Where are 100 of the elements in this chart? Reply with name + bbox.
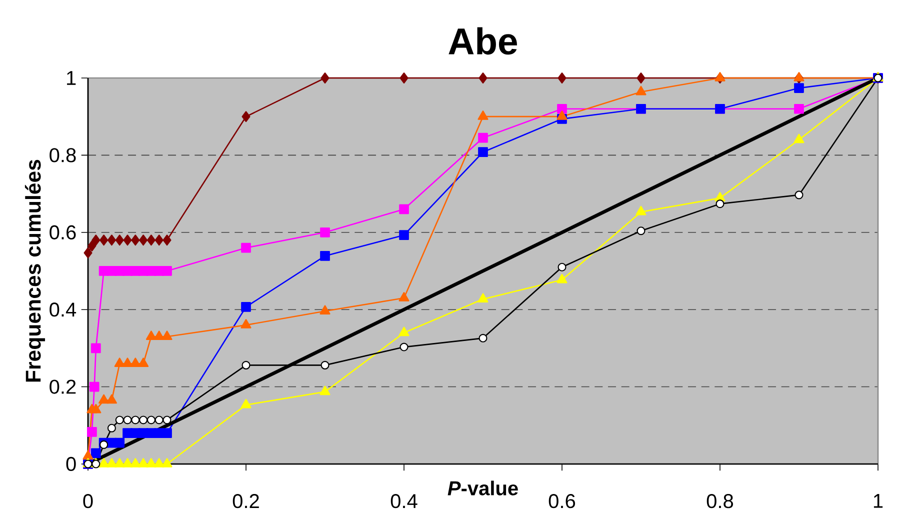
point	[478, 147, 488, 158]
point	[107, 424, 116, 432]
point	[478, 334, 488, 342]
point	[114, 458, 125, 468]
point	[636, 86, 646, 96]
point	[138, 358, 149, 367]
y-tick-label: 0.4	[50, 302, 76, 317]
point	[154, 330, 164, 340]
x-axis-title: P-value	[448, 480, 518, 496]
point	[130, 458, 141, 468]
point	[400, 72, 408, 84]
point	[556, 110, 568, 120]
x-tick-label: 1	[874, 494, 883, 508]
point	[89, 382, 100, 392]
point	[115, 416, 124, 424]
point	[558, 72, 566, 84]
point	[320, 72, 330, 84]
x-tick-label: 0.6	[548, 494, 576, 508]
point	[794, 104, 804, 114]
point	[82, 450, 94, 460]
point	[106, 394, 117, 404]
y-tick-label: 0	[66, 456, 76, 472]
point	[320, 227, 330, 238]
point	[122, 358, 133, 367]
point	[146, 416, 156, 424]
point	[398, 292, 410, 302]
point	[92, 234, 100, 246]
y-tick-label: 1	[67, 71, 76, 85]
point	[478, 132, 488, 143]
point	[478, 72, 488, 84]
point	[90, 343, 101, 354]
point	[138, 458, 149, 468]
point	[162, 416, 172, 424]
point	[241, 302, 251, 312]
point	[162, 266, 172, 276]
point	[557, 104, 567, 114]
y-tick-label: 0.2	[50, 380, 76, 394]
x-tick-label: 0	[83, 494, 93, 508]
point	[146, 234, 156, 246]
point	[123, 416, 132, 424]
point	[478, 110, 488, 120]
point	[114, 438, 125, 448]
point	[122, 458, 133, 468]
point	[400, 342, 408, 352]
point	[162, 234, 172, 246]
point	[139, 234, 148, 246]
point	[107, 234, 116, 246]
point	[98, 394, 110, 404]
point	[146, 458, 156, 468]
point	[98, 458, 110, 468]
point	[154, 234, 164, 246]
point	[320, 251, 330, 261]
point	[131, 234, 140, 246]
chart-title: Abe	[448, 27, 517, 55]
point	[123, 234, 132, 246]
point	[716, 200, 724, 208]
point	[100, 234, 108, 246]
point	[115, 234, 124, 246]
x-tick-label: 0.2	[232, 494, 259, 508]
y-tick-label: 0.6	[50, 225, 76, 240]
point	[162, 458, 172, 468]
point	[558, 262, 566, 272]
x-tick-label: 0.4	[390, 494, 418, 508]
point	[398, 326, 410, 336]
point	[399, 230, 409, 240]
point	[794, 83, 804, 93]
point	[794, 134, 804, 144]
point	[154, 416, 164, 424]
point	[794, 190, 804, 200]
point	[320, 305, 330, 314]
point	[162, 428, 172, 438]
point	[84, 247, 92, 258]
point	[636, 72, 646, 84]
point	[241, 242, 251, 253]
point	[100, 440, 108, 449]
point	[242, 111, 250, 122]
point	[320, 386, 330, 396]
point	[478, 293, 488, 303]
point	[556, 274, 568, 284]
point	[636, 226, 646, 236]
point	[146, 330, 156, 340]
point	[242, 360, 250, 370]
point	[88, 240, 96, 252]
point	[106, 458, 117, 468]
point	[131, 416, 140, 424]
y-tick-label: 0.8	[50, 148, 76, 162]
point	[399, 204, 409, 214]
point	[87, 427, 97, 437]
point	[154, 458, 164, 468]
x-tick-label: 0.8	[706, 494, 734, 508]
point	[240, 319, 252, 328]
point	[130, 358, 141, 367]
point	[320, 360, 330, 370]
y-axis-title: Frequences cumulées	[24, 160, 46, 382]
point	[90, 448, 101, 458]
point	[90, 404, 102, 414]
point	[114, 358, 125, 367]
point	[240, 398, 252, 408]
point	[636, 206, 646, 216]
point	[162, 330, 172, 340]
